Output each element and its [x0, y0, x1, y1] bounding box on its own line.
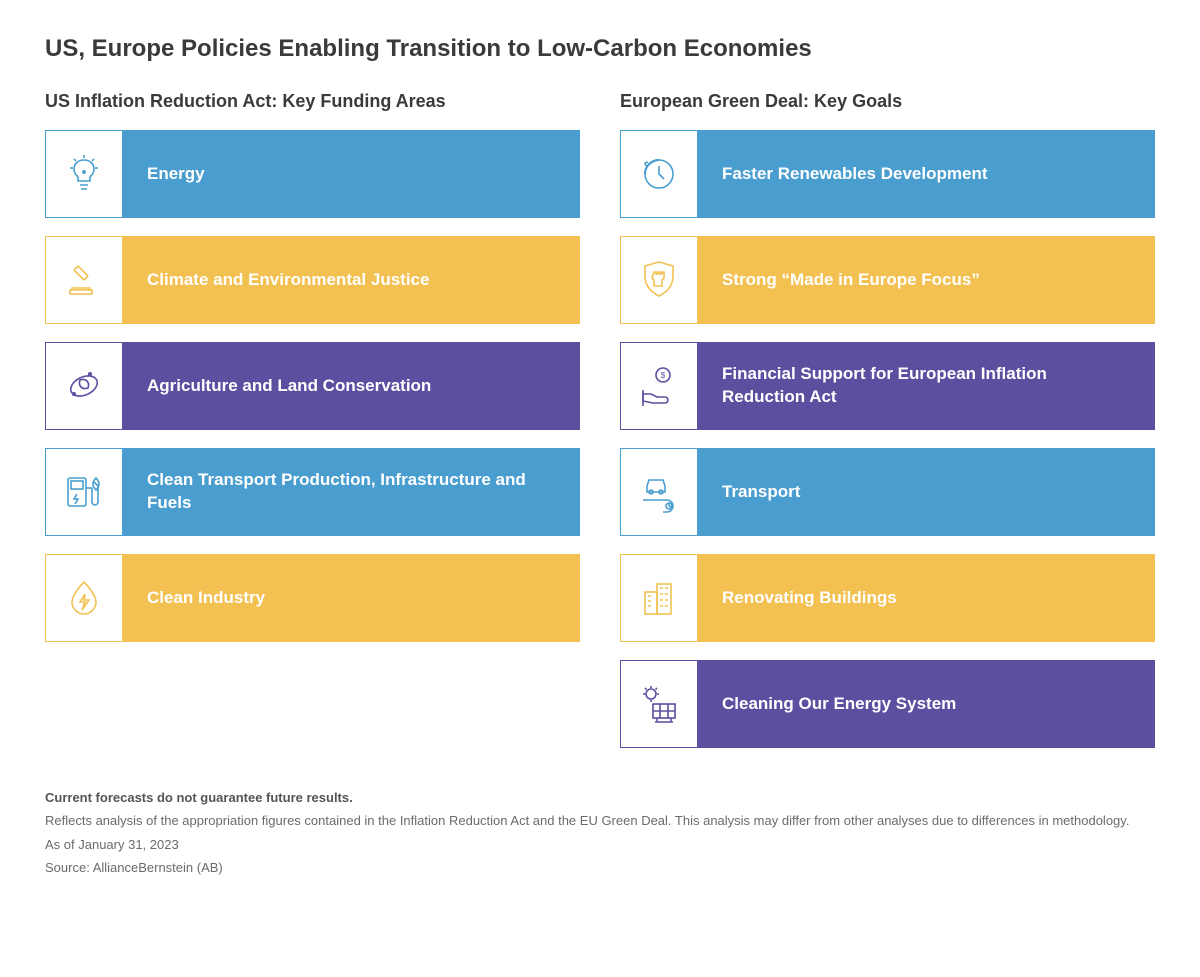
leaf-orbit-icon [45, 342, 123, 430]
hand-coin-icon: $ [620, 342, 698, 430]
item-label: Clean Transport Production, Infrastructu… [123, 448, 580, 536]
column-title: European Green Deal: Key Goals [620, 91, 1155, 112]
solar-panel-icon [620, 660, 698, 748]
shield-rook-icon [620, 236, 698, 324]
item-label: Renovating Buildings [698, 554, 1155, 642]
droplet-bolt-icon [45, 554, 123, 642]
item-label: Transport [698, 448, 1155, 536]
item-row: Clean Transport Production, Infrastructu… [45, 448, 580, 536]
item-label: Climate and Environmental Justice [123, 236, 580, 324]
column-eu: European Green Deal: Key Goals Faster Re… [620, 91, 1155, 766]
columns-container: US Inflation Reduction Act: Key Funding … [45, 91, 1155, 766]
item-label: Cleaning Our Energy System [698, 660, 1155, 748]
item-label: Financial Support for European Inflation… [698, 342, 1155, 430]
item-row: Energy [45, 130, 580, 218]
footer-line: Source: AllianceBernstein (AB) [45, 856, 1155, 879]
item-label: Energy [123, 130, 580, 218]
item-row: Cleaning Our Energy System [620, 660, 1155, 748]
item-label: Strong “Made in Europe Focus” [698, 236, 1155, 324]
footer-line: As of January 31, 2023 [45, 833, 1155, 856]
car-route-icon [620, 448, 698, 536]
buildings-icon [620, 554, 698, 642]
lightbulb-icon [45, 130, 123, 218]
item-label: Clean Industry [123, 554, 580, 642]
item-label: Agriculture and Land Conservation [123, 342, 580, 430]
item-row: Clean Industry [45, 554, 580, 642]
footer: Current forecasts do not guarantee futur… [45, 786, 1155, 880]
item-row: Agriculture and Land Conservation [45, 342, 580, 430]
item-row: $ Financial Support for European Inflati… [620, 342, 1155, 430]
item-row: Faster Renewables Development [620, 130, 1155, 218]
column-us: US Inflation Reduction Act: Key Funding … [45, 91, 580, 766]
item-row: Renovating Buildings [620, 554, 1155, 642]
item-row: Climate and Environmental Justice [45, 236, 580, 324]
footer-bold-line: Current forecasts do not guarantee futur… [45, 786, 1155, 809]
item-label: Faster Renewables Development [698, 130, 1155, 218]
main-title: US, Europe Policies Enabling Transition … [45, 35, 1155, 63]
footer-line: Reflects analysis of the appropriation f… [45, 809, 1155, 832]
ev-station-icon [45, 448, 123, 536]
item-row: Strong “Made in Europe Focus” [620, 236, 1155, 324]
column-title: US Inflation Reduction Act: Key Funding … [45, 91, 580, 112]
clock-fast-icon [620, 130, 698, 218]
item-row: Transport [620, 448, 1155, 536]
gavel-icon [45, 236, 123, 324]
svg-text:$: $ [661, 371, 666, 380]
